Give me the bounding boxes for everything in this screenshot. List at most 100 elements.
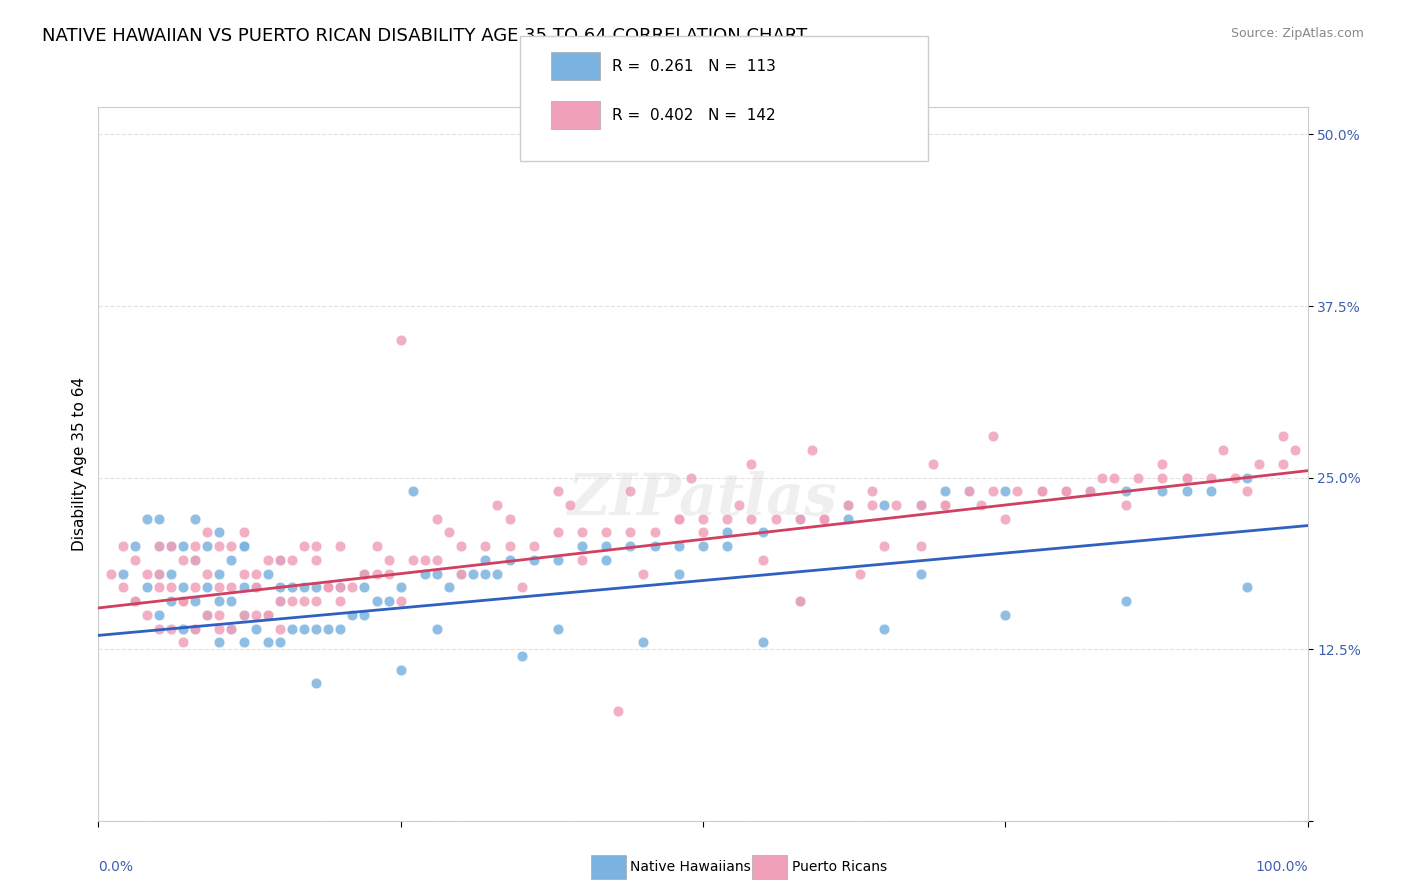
Point <box>269 594 291 608</box>
Point <box>111 539 134 553</box>
Point <box>547 484 569 499</box>
Point <box>1054 484 1077 499</box>
Point <box>426 566 449 581</box>
Point <box>1031 484 1053 499</box>
Point <box>631 566 654 581</box>
Point <box>292 539 315 553</box>
Point <box>426 622 449 636</box>
Point <box>195 539 218 553</box>
Point <box>716 525 738 540</box>
Point <box>221 594 243 608</box>
Point <box>1284 443 1306 458</box>
Point <box>1272 457 1295 471</box>
Point <box>813 512 835 526</box>
Point <box>305 580 328 594</box>
Point <box>595 553 617 567</box>
Point <box>934 484 956 499</box>
Point <box>523 553 546 567</box>
Point <box>269 553 291 567</box>
Point <box>232 607 254 622</box>
Point <box>353 580 375 594</box>
Point <box>402 484 425 499</box>
Point <box>148 580 170 594</box>
Point <box>316 580 339 594</box>
Point <box>148 539 170 553</box>
Y-axis label: Disability Age 35 to 64: Disability Age 35 to 64 <box>72 376 87 551</box>
Point <box>644 539 666 553</box>
Point <box>353 566 375 581</box>
Point <box>221 539 243 553</box>
Point <box>389 663 412 677</box>
Point <box>208 635 231 649</box>
Point <box>245 566 267 581</box>
Point <box>342 580 364 594</box>
Text: R =  0.261   N =  113: R = 0.261 N = 113 <box>612 60 776 74</box>
Point <box>305 676 328 690</box>
Point <box>208 607 231 622</box>
Point <box>389 580 412 594</box>
Point <box>547 553 569 567</box>
Point <box>716 539 738 553</box>
Point <box>184 512 207 526</box>
Point <box>571 525 593 540</box>
Point <box>292 622 315 636</box>
Point <box>426 512 449 526</box>
Point <box>208 594 231 608</box>
Point <box>377 566 399 581</box>
Point <box>184 622 207 636</box>
Point <box>256 635 278 649</box>
Point <box>668 512 690 526</box>
Point <box>160 539 183 553</box>
Point <box>450 566 472 581</box>
Point <box>292 594 315 608</box>
Point <box>873 622 896 636</box>
Point <box>789 594 811 608</box>
Point <box>269 635 291 649</box>
Point <box>716 512 738 526</box>
Point <box>571 553 593 567</box>
Point <box>873 498 896 512</box>
Point <box>148 622 170 636</box>
Point <box>353 607 375 622</box>
Point <box>100 566 122 581</box>
Point <box>269 594 291 608</box>
Point <box>498 553 520 567</box>
Point <box>957 484 980 499</box>
Point <box>1091 470 1114 484</box>
Point <box>342 607 364 622</box>
Point <box>547 622 569 636</box>
Point <box>860 484 883 499</box>
Point <box>316 580 339 594</box>
Point <box>752 635 775 649</box>
Point <box>595 525 617 540</box>
Point <box>789 594 811 608</box>
Point <box>981 429 1004 443</box>
Point <box>1236 484 1258 499</box>
Point <box>269 622 291 636</box>
Point <box>910 566 932 581</box>
Point <box>619 539 641 553</box>
Point <box>498 539 520 553</box>
Point <box>1054 484 1077 499</box>
Point <box>135 580 157 594</box>
Point <box>558 498 581 512</box>
Point <box>172 622 194 636</box>
Point <box>692 525 714 540</box>
Point <box>837 498 859 512</box>
Point <box>148 566 170 581</box>
Point <box>1115 594 1137 608</box>
Point <box>208 525 231 540</box>
Point <box>232 580 254 594</box>
Point <box>245 580 267 594</box>
Text: Native Hawaiians: Native Hawaiians <box>630 860 751 874</box>
Point <box>692 512 714 526</box>
Point <box>437 580 460 594</box>
Point <box>148 607 170 622</box>
Point <box>232 607 254 622</box>
Text: Puerto Ricans: Puerto Ricans <box>792 860 887 874</box>
Point <box>221 622 243 636</box>
Point <box>256 566 278 581</box>
Point <box>124 594 146 608</box>
Point <box>148 512 170 526</box>
Point <box>377 594 399 608</box>
